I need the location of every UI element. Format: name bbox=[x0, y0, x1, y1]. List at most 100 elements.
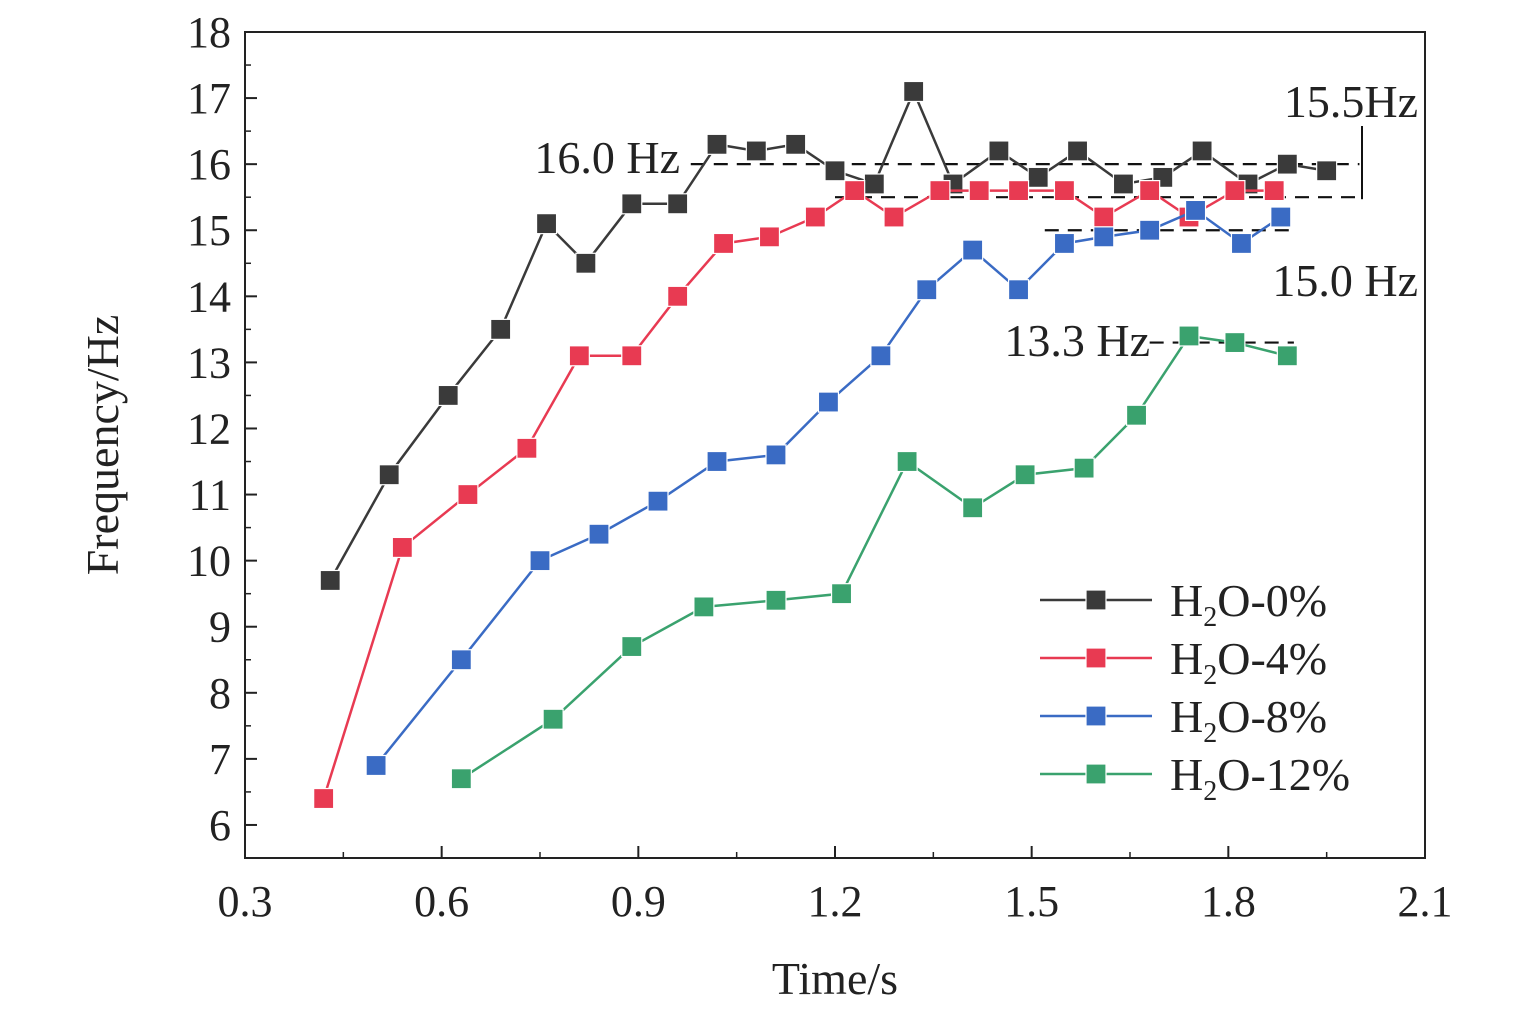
series-line bbox=[375, 208, 1282, 767]
y-tick-label: 12 bbox=[187, 404, 231, 453]
legend-marker bbox=[1085, 647, 1107, 669]
legend-item: H2O-0% bbox=[1040, 575, 1327, 633]
data-point bbox=[830, 583, 853, 605]
data-point bbox=[824, 160, 846, 182]
data-point bbox=[1053, 232, 1076, 255]
y-tick-label: 7 bbox=[209, 735, 231, 784]
data-point bbox=[916, 279, 938, 301]
data-point bbox=[745, 140, 767, 162]
y-tick-label: 11 bbox=[189, 471, 231, 520]
x-tick-label: 2.1 bbox=[1398, 877, 1453, 926]
data-point bbox=[1027, 166, 1049, 188]
legend: H2O-0%H2O-4%H2O-8%H2O-12% bbox=[1040, 575, 1350, 807]
reference-label: 15.5Hz bbox=[1284, 76, 1418, 127]
data-point bbox=[1125, 404, 1148, 426]
data-point bbox=[804, 206, 826, 228]
data-point bbox=[621, 635, 643, 658]
data-point bbox=[1066, 140, 1089, 162]
data-point bbox=[1093, 206, 1115, 228]
x-axis: 0.3 0.6 0.9 1.2 1.5 1.8 2.1 bbox=[218, 846, 1453, 926]
y-tick-label: 9 bbox=[209, 603, 231, 652]
data-point bbox=[863, 173, 885, 195]
data-point bbox=[929, 179, 951, 202]
y-tick-label: 18 bbox=[187, 8, 231, 57]
data-point bbox=[313, 787, 335, 810]
data-point bbox=[621, 345, 643, 367]
series-3 bbox=[450, 325, 1298, 790]
x-tick-label: 1.8 bbox=[1201, 877, 1256, 926]
reference-lines: 16.0 Hz 15.5Hz 15.0 Hz 13.3 Hz bbox=[534, 76, 1418, 366]
data-point bbox=[529, 550, 551, 572]
data-point bbox=[490, 318, 512, 340]
data-point bbox=[706, 133, 728, 155]
y-tick-label: 6 bbox=[209, 801, 231, 850]
x-tick-label: 1.5 bbox=[1004, 877, 1059, 926]
data-point bbox=[1276, 345, 1298, 367]
data-point bbox=[962, 239, 984, 261]
data-point bbox=[542, 708, 564, 730]
data-point bbox=[391, 536, 413, 559]
data-point bbox=[896, 450, 918, 473]
legend-label: H2O-8% bbox=[1170, 691, 1327, 749]
data-point bbox=[903, 80, 925, 103]
data-point bbox=[1178, 325, 1200, 347]
data-point bbox=[457, 483, 479, 506]
data-point bbox=[1191, 140, 1213, 162]
data-point bbox=[1112, 173, 1135, 195]
data-point bbox=[968, 179, 990, 202]
data-point bbox=[437, 384, 459, 407]
series-0 bbox=[319, 80, 1338, 592]
data-point bbox=[667, 285, 689, 307]
data-point bbox=[575, 252, 597, 274]
legend-item: H2O-8% bbox=[1040, 691, 1327, 749]
data-point bbox=[693, 596, 715, 618]
x-tick-label: 0.6 bbox=[414, 877, 469, 926]
data-point bbox=[1270, 206, 1292, 228]
data-point bbox=[1053, 179, 1076, 202]
data-point bbox=[844, 179, 866, 202]
y-tick-label: 13 bbox=[187, 338, 231, 387]
data-point bbox=[706, 450, 728, 473]
data-point bbox=[883, 206, 905, 228]
legend-item: H2O-4% bbox=[1040, 633, 1327, 691]
data-point bbox=[378, 464, 400, 486]
data-point bbox=[712, 232, 735, 255]
data-point bbox=[758, 226, 781, 248]
data-point bbox=[1139, 219, 1161, 241]
data-point bbox=[365, 754, 387, 777]
data-point bbox=[1093, 226, 1115, 248]
y-tick-label: 15 bbox=[187, 206, 231, 255]
reference-label: 13.3 Hz bbox=[1004, 315, 1150, 366]
data-point bbox=[785, 133, 807, 155]
data-point bbox=[1139, 179, 1161, 202]
data-point bbox=[988, 140, 1010, 162]
data-point bbox=[1263, 179, 1285, 202]
legend-item: H2O-12% bbox=[1040, 749, 1350, 807]
data-point bbox=[1184, 199, 1207, 222]
y-tick-label: 16 bbox=[187, 140, 231, 189]
reference-label: 15.0 Hz bbox=[1272, 255, 1418, 306]
legend-marker bbox=[1085, 705, 1107, 727]
data-point bbox=[667, 193, 689, 215]
data-point bbox=[1014, 464, 1036, 486]
legend-marker bbox=[1085, 589, 1107, 611]
y-axis-title: Frequency/Hz bbox=[77, 315, 128, 576]
data-point bbox=[621, 193, 643, 215]
y-tick-label: 10 bbox=[187, 537, 231, 586]
data-point bbox=[450, 768, 472, 790]
legend-marker bbox=[1085, 763, 1107, 785]
legend-label: H2O-4% bbox=[1170, 633, 1327, 691]
data-point bbox=[1316, 160, 1338, 182]
legend-label: H2O-0% bbox=[1170, 575, 1327, 633]
data-point bbox=[568, 345, 590, 367]
data-point bbox=[1073, 457, 1095, 479]
data-point bbox=[765, 444, 787, 466]
data-point bbox=[588, 523, 610, 545]
data-point bbox=[870, 345, 892, 367]
data-point bbox=[1224, 179, 1246, 202]
series-group bbox=[313, 80, 1338, 810]
y-tick-label: 14 bbox=[187, 272, 231, 321]
series-2 bbox=[365, 199, 1292, 777]
x-tick-label: 1.2 bbox=[808, 877, 863, 926]
